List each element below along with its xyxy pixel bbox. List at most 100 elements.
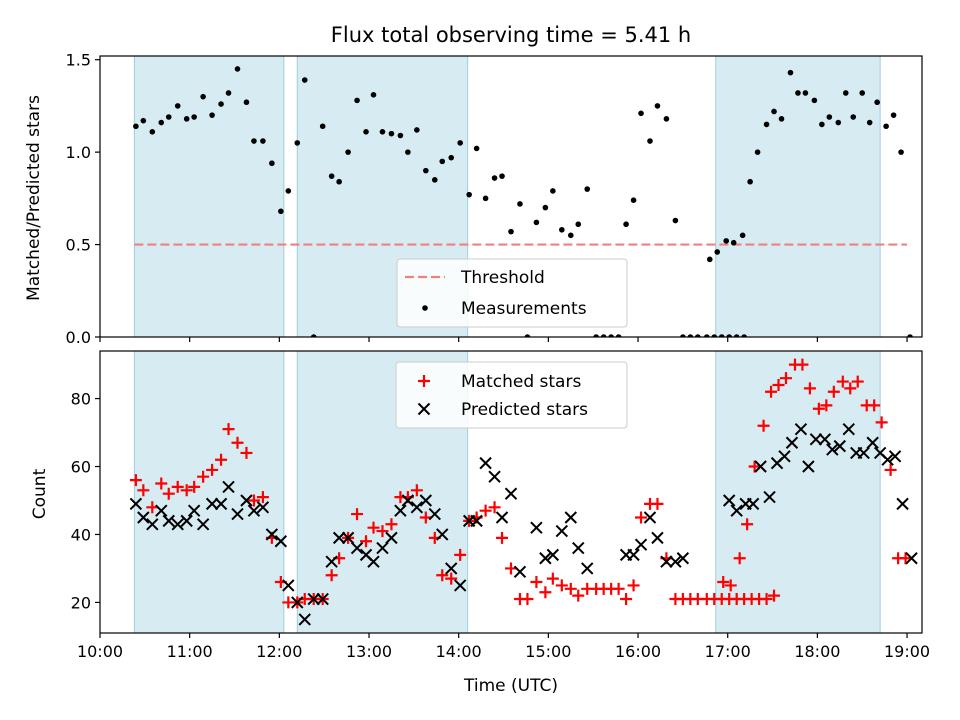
bottom-matched-point [206, 463, 219, 476]
bottom-predicted-point [581, 562, 594, 575]
top-series-0 [133, 66, 913, 337]
top-measurement-point [379, 128, 386, 135]
bottom-predicted-point [660, 555, 673, 568]
bottom-matched-point [197, 470, 210, 483]
top-measurement-point [739, 232, 746, 239]
bottom-predicted-point [231, 507, 244, 521]
bottom-matched-point [222, 423, 235, 436]
bottom-matched-point [155, 477, 168, 490]
top-y-tick-label: 0.5 [66, 236, 91, 255]
bottom-predicted-point [445, 562, 458, 575]
bottom-predicted-point [410, 501, 424, 514]
top-measurement-point [517, 201, 523, 207]
top-measurement-point [491, 175, 498, 181]
bottom-predicted-point [137, 511, 150, 524]
top-measurement-point [165, 114, 172, 120]
top-measurement-point [647, 138, 653, 144]
bottom-matched-point [521, 593, 534, 606]
bottom-matched-point [768, 589, 781, 602]
top-measurement-point [439, 158, 446, 165]
top-measurement-point [363, 128, 369, 135]
bottom-observing-window-0 [133, 351, 285, 633]
bottom-predicted-point [555, 524, 569, 538]
x-tick-label: 14:00 [436, 642, 482, 661]
bottom-y-tick-label: 80 [71, 390, 91, 409]
top-measurement-point [883, 123, 889, 130]
top-measurement-point [703, 334, 710, 337]
top-measurement-point [623, 221, 629, 228]
top-measurement-point [559, 226, 565, 233]
bottom-predicted-point [162, 514, 175, 528]
top-measurement-point [575, 221, 582, 228]
top-measurement-point [842, 90, 849, 96]
bottom-predicted-point [307, 592, 320, 606]
top-measurement-point [457, 140, 463, 146]
bottom-y-tick-label: 40 [71, 525, 91, 544]
top-measurement-point [850, 114, 857, 120]
bottom-predicted-point [785, 436, 799, 449]
x-axis-label: Time (UTC) [463, 676, 558, 696]
top-measurement-point [600, 334, 607, 337]
top-measurement-point [584, 186, 591, 192]
bottom-predicted-point [214, 497, 228, 511]
bottom-predicted-point [376, 541, 389, 555]
bottom-matched-point [627, 579, 640, 592]
bottom-predicted-point [546, 548, 560, 562]
top-measurement-point [140, 117, 147, 124]
bottom-matched-point [779, 372, 792, 385]
bottom-matched-point [851, 375, 864, 388]
bottom-axes-frame [99, 350, 923, 634]
top-measurement-point [654, 103, 661, 109]
top-measurement-point [747, 178, 753, 185]
bottom-predicted-point [888, 450, 902, 463]
bottom-matched-point [812, 402, 825, 415]
bottom-predicted-point [325, 555, 338, 568]
bottom-matched-point [741, 518, 754, 531]
bottom-matched-point [724, 579, 737, 592]
top-measurement-point [397, 132, 404, 139]
bottom-predicted-point [634, 538, 648, 551]
top-measurement-point [508, 228, 514, 235]
top-measurement-point [524, 334, 531, 337]
bottom-predicted-point [291, 596, 304, 609]
bottom-matched-point [765, 385, 778, 398]
bottom-matched-point [733, 552, 746, 565]
top-measurement-point [771, 108, 777, 115]
bottom-predicted-point [539, 552, 552, 565]
bottom-predicted-point [256, 501, 270, 514]
bottom-panel: 20 40 60 80 10:00 11:00 12:00 13:00 14:00 15:00 16… [71, 350, 930, 661]
bottom-predicted-point [367, 555, 380, 568]
top-measurement-point [466, 191, 472, 198]
bottom-predicted-point [564, 511, 577, 524]
bottom-predicted-point [513, 565, 527, 579]
bottom-predicted-point [833, 439, 847, 453]
top-y-tick-label: 0.0 [66, 328, 91, 347]
bottom-predicted-point [763, 490, 776, 504]
x-tick-label: 18:00 [794, 642, 840, 661]
bottom-matched-point [376, 525, 389, 538]
top-measurement-point [370, 92, 377, 98]
bottom-predicted-point [722, 494, 736, 507]
bottom-matched-point [827, 385, 840, 398]
bottom-predicted-point [479, 456, 492, 470]
top-measurement-point [730, 239, 737, 246]
bottom-matched-point [884, 463, 897, 476]
top-measurement-point [835, 119, 842, 126]
bottom-predicted-point [187, 504, 201, 517]
x-tick-label: 12:00 [256, 642, 302, 661]
bottom-y-tick-label: 60 [71, 458, 91, 477]
top-measurement-point [630, 197, 637, 203]
bottom-predicted-point [881, 453, 894, 466]
top-measurement-point [278, 208, 284, 215]
bottom-matched-point [564, 582, 577, 595]
bottom-predicted-point [842, 422, 855, 436]
bottom-matched-point [757, 419, 770, 432]
top-measurement-point [826, 114, 833, 120]
bottom-matched-point [635, 511, 648, 524]
bottom-predicted-point [572, 541, 585, 555]
bottom-predicted-point [896, 497, 909, 511]
bottom-matched-point [572, 589, 585, 602]
top-measurement-point [310, 334, 317, 337]
top-measurement-point [741, 334, 747, 337]
top-axes-frame [99, 55, 923, 338]
